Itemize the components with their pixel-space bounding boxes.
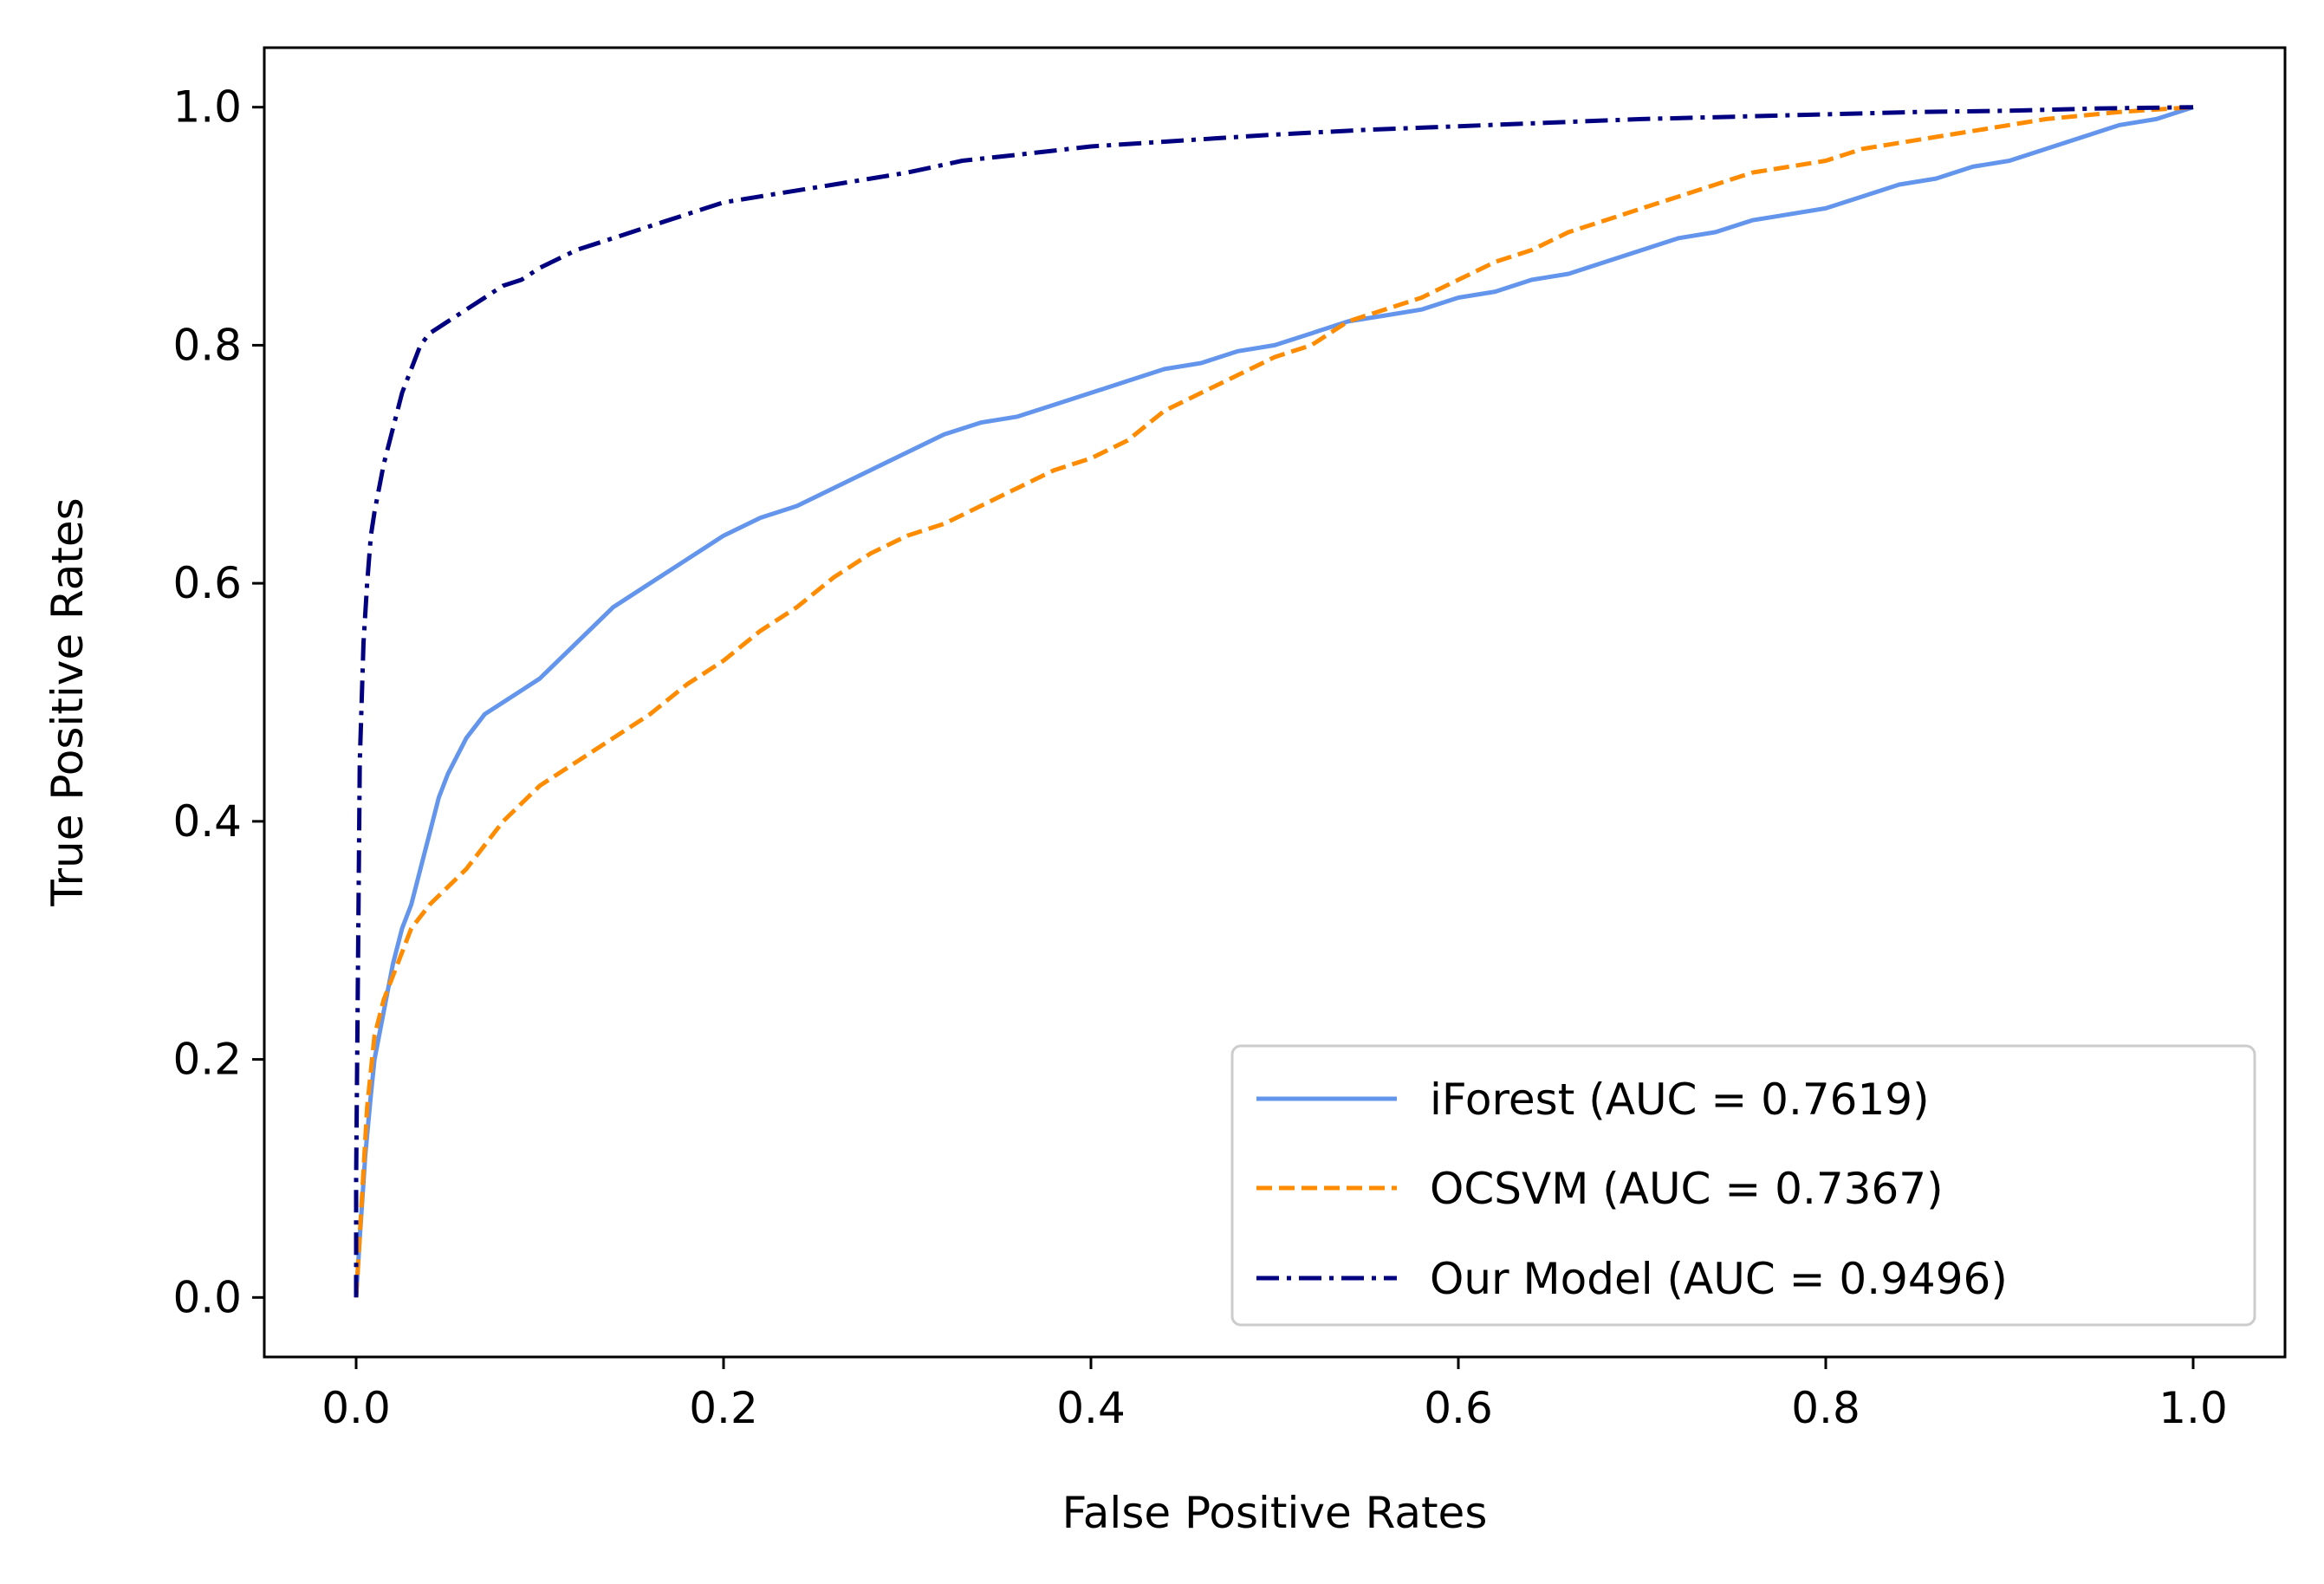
legend: iForest (AUC = 0.7619) OCSVM (AUC = 0.736…	[1230, 1044, 2256, 1327]
legend-label-3: Our Model (AUC = 0.9496)	[1430, 1254, 2008, 1304]
y-axis-ticks: 0.0 0.2 0.4 0.6 0.8 1.0	[172, 82, 264, 1322]
series-line-1	[354, 105, 2194, 1298]
y-tick-label: 0.4	[172, 796, 242, 847]
x-tick-label: 0.0	[321, 1383, 391, 1433]
y-axis-label: True Positive Rates	[42, 497, 93, 906]
y-tick-label: 0.0	[172, 1272, 242, 1322]
y-tick-label: 1.0	[172, 82, 242, 133]
y-tick-label: 0.6	[172, 558, 242, 608]
plot-lines	[354, 105, 2194, 1298]
legend-box	[1230, 1044, 2256, 1327]
x-tick-label: 1.0	[2158, 1383, 2228, 1433]
series-line-3	[354, 105, 2194, 1298]
x-axis-ticks: 0.0 0.2 0.4 0.6 0.8 1.0	[321, 1357, 2228, 1433]
x-tick-label: 0.6	[1424, 1383, 1493, 1433]
x-tick-label: 0.4	[1056, 1383, 1126, 1433]
y-tick-label: 0.2	[172, 1035, 242, 1085]
series-line-2	[354, 105, 2194, 1298]
x-tick-label: 0.2	[689, 1383, 758, 1433]
x-axis-label: False Positive Rates	[1062, 1488, 1488, 1538]
legend-label-1: iForest (AUC = 0.7619)	[1430, 1074, 1930, 1125]
y-tick-label: 0.8	[172, 320, 242, 370]
x-tick-label: 0.8	[1791, 1383, 1860, 1433]
legend-label-2: OCSVM (AUC = 0.7367)	[1430, 1164, 1944, 1214]
axes-frame	[263, 46, 2287, 1359]
